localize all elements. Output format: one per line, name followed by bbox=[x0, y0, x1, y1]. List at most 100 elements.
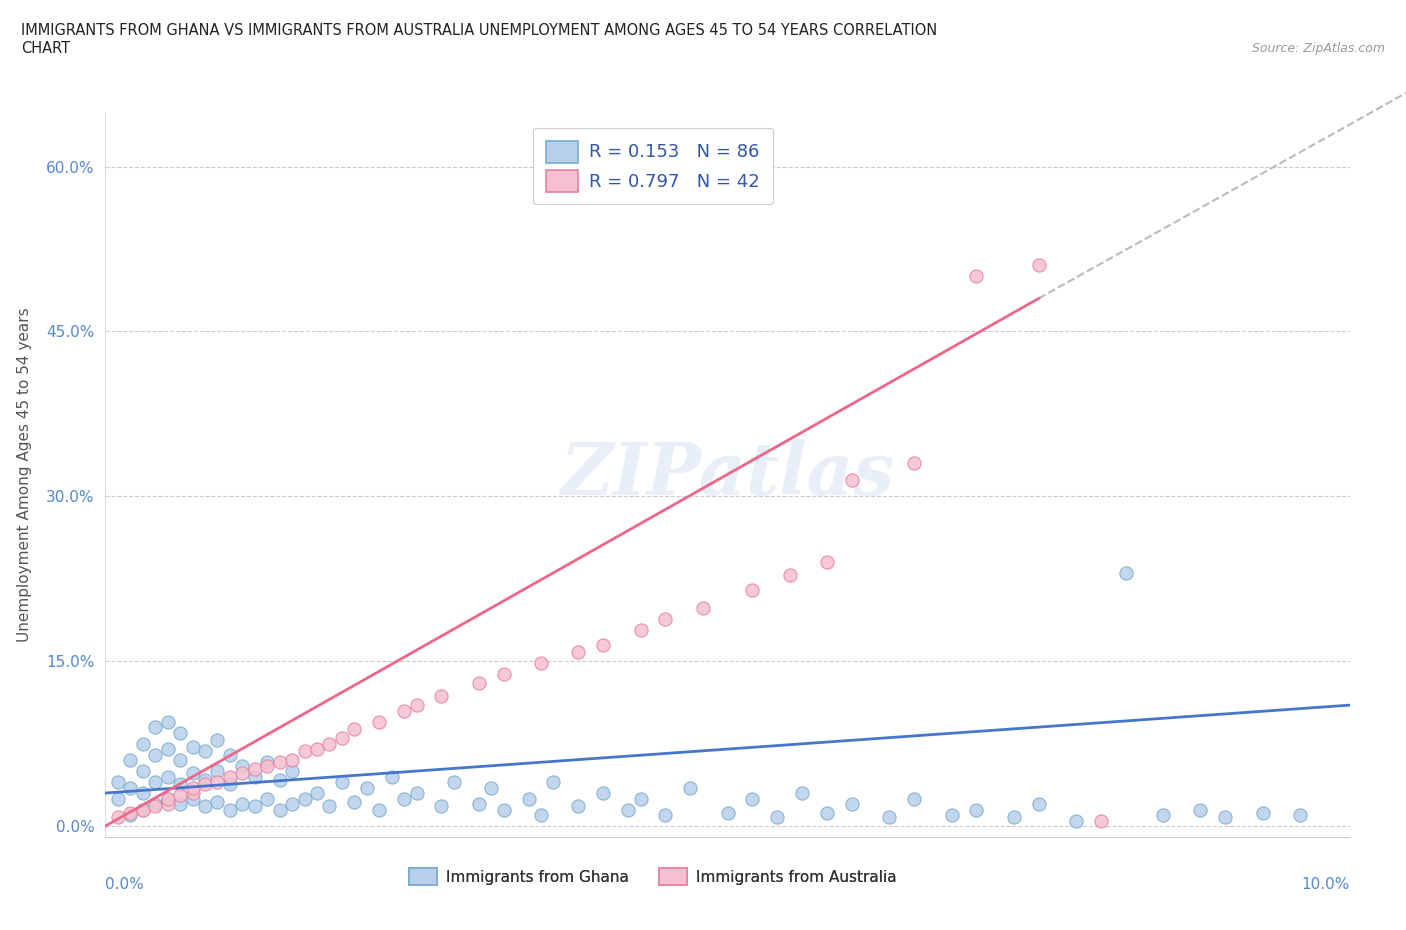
Point bbox=[281, 764, 304, 778]
Point bbox=[143, 797, 166, 812]
Point bbox=[841, 472, 863, 487]
Point bbox=[132, 737, 155, 751]
Point bbox=[256, 758, 278, 773]
Point bbox=[1189, 802, 1212, 817]
Point bbox=[120, 807, 142, 822]
Point bbox=[107, 775, 129, 790]
Point bbox=[654, 612, 676, 627]
Point bbox=[1002, 810, 1025, 825]
Point bbox=[207, 733, 229, 748]
Point bbox=[592, 786, 614, 801]
Point bbox=[156, 714, 179, 729]
Point bbox=[156, 791, 179, 806]
Point bbox=[294, 791, 316, 806]
Text: ZIPatlas: ZIPatlas bbox=[561, 439, 894, 510]
Point bbox=[107, 791, 129, 806]
Point bbox=[630, 791, 652, 806]
Point bbox=[132, 786, 155, 801]
Point bbox=[1090, 813, 1112, 828]
Point bbox=[181, 786, 204, 801]
Point bbox=[654, 807, 676, 822]
Point bbox=[356, 780, 378, 795]
Point bbox=[592, 637, 614, 652]
Point bbox=[430, 799, 453, 814]
Point bbox=[330, 731, 353, 746]
Point bbox=[181, 739, 204, 754]
Point bbox=[181, 780, 204, 795]
Text: 0.0%: 0.0% bbox=[105, 877, 145, 892]
Point bbox=[741, 582, 763, 597]
Point bbox=[120, 780, 142, 795]
Point bbox=[218, 777, 242, 791]
Point bbox=[692, 601, 714, 616]
Point bbox=[368, 802, 391, 817]
Point bbox=[492, 802, 515, 817]
Point bbox=[405, 698, 427, 712]
Point bbox=[1064, 813, 1087, 828]
Point bbox=[792, 786, 814, 801]
Point bbox=[156, 769, 179, 784]
Point bbox=[218, 802, 242, 817]
Point bbox=[405, 786, 427, 801]
Point bbox=[132, 802, 155, 817]
Point bbox=[467, 797, 489, 812]
Point bbox=[269, 755, 291, 770]
Point bbox=[218, 769, 242, 784]
Point bbox=[741, 791, 763, 806]
Point bbox=[169, 752, 191, 767]
Point bbox=[318, 799, 340, 814]
Point bbox=[256, 791, 278, 806]
Point bbox=[194, 744, 217, 759]
Point bbox=[218, 747, 242, 762]
Point bbox=[1215, 810, 1237, 825]
Point bbox=[243, 799, 266, 814]
Point bbox=[169, 725, 191, 740]
Point bbox=[330, 775, 353, 790]
Y-axis label: Unemployment Among Ages 45 to 54 years: Unemployment Among Ages 45 to 54 years bbox=[17, 307, 32, 642]
Point bbox=[243, 769, 266, 784]
Point bbox=[941, 807, 963, 822]
Point bbox=[143, 775, 166, 790]
Point bbox=[281, 752, 304, 767]
Point bbox=[567, 799, 589, 814]
Point bbox=[207, 764, 229, 778]
Point bbox=[256, 755, 278, 770]
Point bbox=[1028, 258, 1050, 272]
Point bbox=[169, 788, 191, 803]
Point bbox=[194, 773, 217, 788]
Point bbox=[294, 744, 316, 759]
Point bbox=[207, 775, 229, 790]
Point bbox=[207, 794, 229, 809]
Point bbox=[567, 644, 589, 659]
Point bbox=[766, 810, 789, 825]
Point bbox=[965, 802, 987, 817]
Point bbox=[143, 720, 166, 735]
Point bbox=[1028, 797, 1050, 812]
Point bbox=[156, 797, 179, 812]
Point bbox=[143, 799, 166, 814]
Point bbox=[169, 797, 191, 812]
Point bbox=[903, 791, 925, 806]
Point bbox=[269, 773, 291, 788]
Point bbox=[169, 777, 191, 791]
Point bbox=[343, 794, 366, 809]
Point bbox=[343, 722, 366, 737]
Point bbox=[120, 805, 142, 820]
Point bbox=[269, 802, 291, 817]
Point bbox=[1115, 565, 1137, 580]
Point bbox=[617, 802, 640, 817]
Point bbox=[231, 758, 253, 773]
Point bbox=[543, 775, 565, 790]
Point bbox=[281, 797, 304, 812]
Point bbox=[181, 791, 204, 806]
Point bbox=[517, 791, 540, 806]
Point bbox=[530, 656, 553, 671]
Point bbox=[679, 780, 702, 795]
Point bbox=[181, 765, 204, 780]
Point bbox=[156, 791, 179, 806]
Point bbox=[392, 791, 415, 806]
Text: 10.0%: 10.0% bbox=[1302, 877, 1350, 892]
Point bbox=[1251, 805, 1274, 820]
Point bbox=[1152, 807, 1174, 822]
Point bbox=[815, 805, 838, 820]
